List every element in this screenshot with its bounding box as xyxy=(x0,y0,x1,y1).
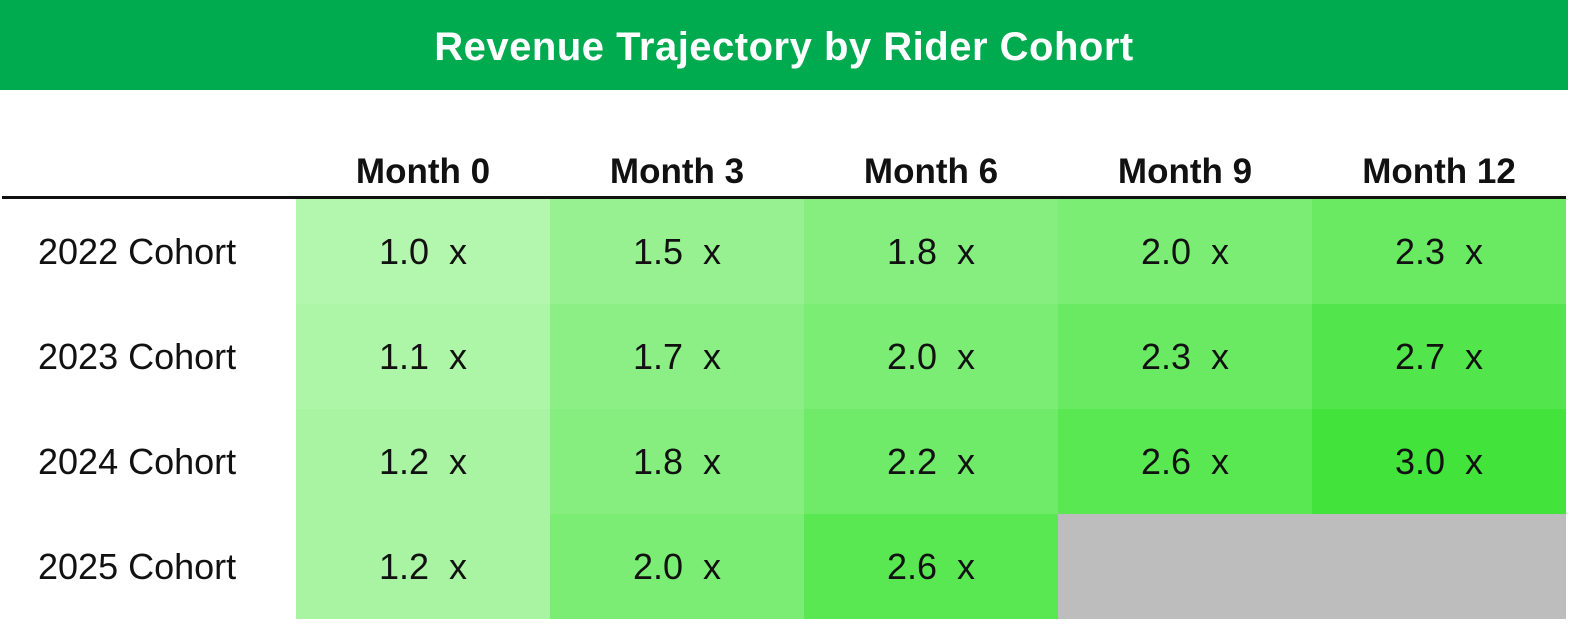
heatmap-cell-2025-cohort-month-12 xyxy=(1312,514,1566,619)
heatmap-cell-2022-cohort-month-0: 1.0 x xyxy=(296,199,550,304)
heatmap-cell-2025-cohort-month-6: 2.6 x xyxy=(804,514,1058,619)
heatmap-cell-2025-cohort-month-0: 1.2 x xyxy=(296,514,550,619)
heatmap-cell-2024-cohort-month-3: 1.8 x xyxy=(550,409,804,514)
row-label-2022-cohort: 2022 Cohort xyxy=(38,231,237,272)
heatmap-cell-2022-cohort-month-6: 1.8 x xyxy=(804,199,1058,304)
row-label-2024-cohort: 2024 Cohort xyxy=(38,441,237,482)
heatmap-cell-2022-cohort-month-12: 2.3 x xyxy=(1312,199,1566,304)
heatmap-cell-2023-cohort-month-0: 1.1 x xyxy=(296,304,550,409)
heatmap-cell-2024-cohort-month-9: 2.6 x xyxy=(1058,409,1312,514)
column-header-month-12: Month 12 xyxy=(1362,152,1516,191)
heatmap-cell-2023-cohort-month-3: 1.7 x xyxy=(550,304,804,409)
heatmap-cell-2022-cohort-month-9: 2.0 x xyxy=(1058,199,1312,304)
column-header-month-0: Month 0 xyxy=(355,152,491,191)
chart-title: Revenue Trajectory by Rider Cohort xyxy=(434,25,1134,69)
title-bar xyxy=(0,0,1568,90)
heatmap-cell-2025-cohort-month-3: 2.0 x xyxy=(550,514,804,619)
heatmap-cell-2024-cohort-month-6: 2.2 x xyxy=(804,409,1058,514)
heatmap-cell-2022-cohort-month-3: 1.5 x xyxy=(550,199,804,304)
column-header-month-6: Month 6 xyxy=(863,152,999,191)
heatmap-cell-2025-cohort-month-9 xyxy=(1058,514,1312,619)
heatmap-cell-2023-cohort-month-9: 2.3 x xyxy=(1058,304,1312,409)
row-label-2025-cohort: 2025 Cohort xyxy=(38,546,237,587)
heatmap-cell-2024-cohort-month-0: 1.2 x xyxy=(296,409,550,514)
header-rule xyxy=(2,196,1566,199)
row-label-2023-cohort: 2023 Cohort xyxy=(38,336,237,377)
column-header-month-9: Month 9 xyxy=(1117,152,1253,191)
heatmap-cell-2023-cohort-month-12: 2.7 x xyxy=(1312,304,1566,409)
heatmap-cell-2023-cohort-month-6: 2.0 x xyxy=(804,304,1058,409)
heatmap-cell-2024-cohort-month-12: 3.0 x xyxy=(1312,409,1566,514)
column-header-month-3: Month 3 xyxy=(609,152,745,191)
